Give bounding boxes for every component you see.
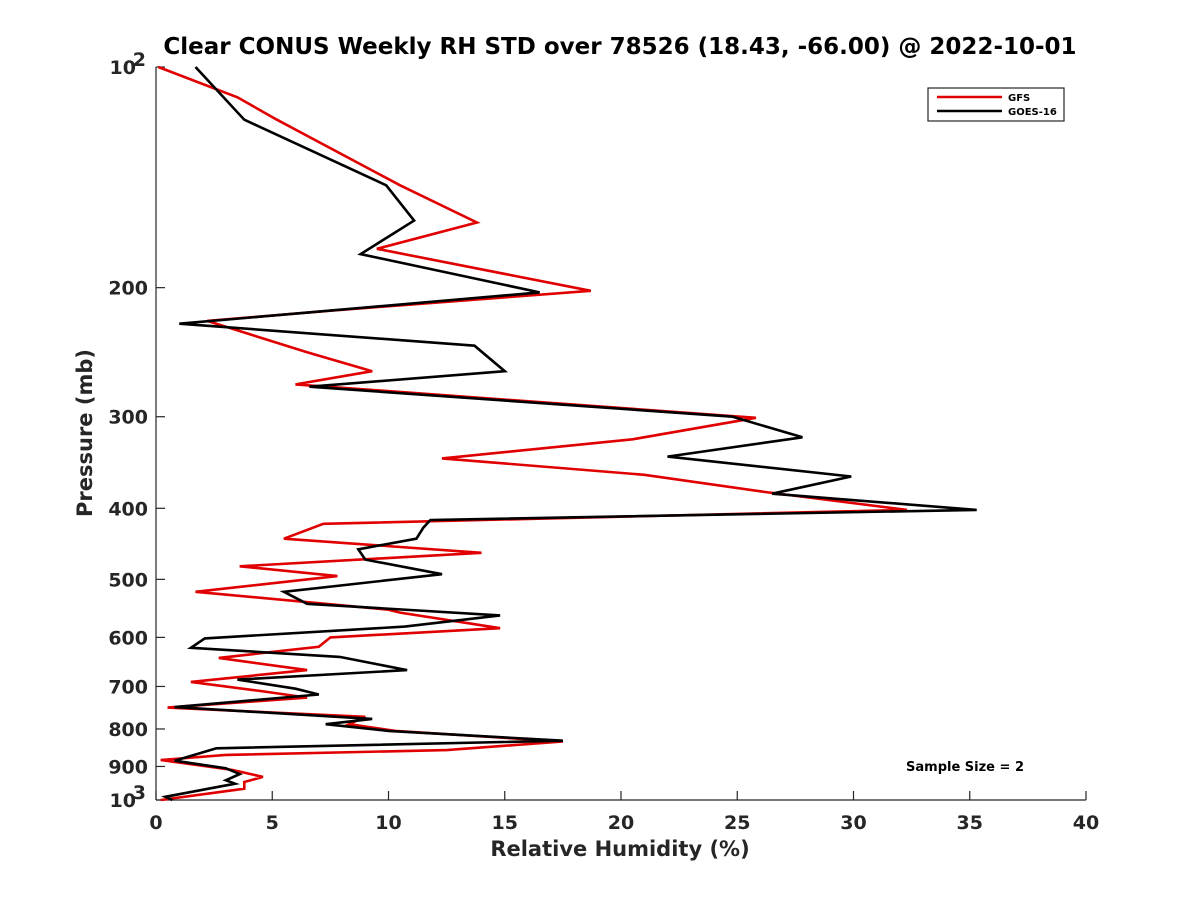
x-tick-label: 0 xyxy=(149,812,162,834)
legend-box xyxy=(927,87,1065,122)
series-line-goes-16 xyxy=(161,66,977,802)
x-tick-label: 20 xyxy=(608,812,634,834)
series-line-gfs xyxy=(157,65,908,802)
legend-label: GOES-16 xyxy=(1008,107,1057,118)
y-tick-label: 500 xyxy=(108,569,148,591)
plot-area: 0 5 10 15 20 25 30 35 40102200300400500600700800… xyxy=(108,49,1099,834)
chart-title: Clear CONUS Weekly RH STD over 78526 (18… xyxy=(163,34,1076,60)
y-tick-label: 10 xyxy=(110,57,136,79)
y-tick-label: 200 xyxy=(108,278,148,300)
x-tick-label: 15 xyxy=(492,812,518,834)
y-tick-label: 400 xyxy=(108,498,148,520)
y-tick-exponent: 3 xyxy=(133,782,146,804)
legend: GFS GOES-16 xyxy=(927,87,1065,122)
x-tick-label: 25 xyxy=(724,812,750,834)
y-tick-label: 900 xyxy=(108,756,148,778)
x-tick-label: 30 xyxy=(840,812,866,834)
x-axis-label: Relative Humidity (%) xyxy=(490,837,749,861)
x-tick-label: 5 xyxy=(266,812,279,834)
y-tick-label: 10 xyxy=(110,790,136,812)
y-tick-label: 800 xyxy=(108,719,148,741)
legend-label: GFS xyxy=(1008,93,1030,104)
x-tick-label: 35 xyxy=(957,812,983,834)
y-axis-label: Pressure (mb) xyxy=(73,349,97,517)
y-tick-label: 700 xyxy=(108,676,148,698)
y-tick-label: 300 xyxy=(108,407,148,429)
x-tick-label: 10 xyxy=(375,812,401,834)
y-tick-exponent: 2 xyxy=(133,49,146,71)
sample-size-annotation: Sample Size = 2 xyxy=(906,760,1024,775)
x-tick-label: 40 xyxy=(1073,812,1099,834)
y-tick-label: 600 xyxy=(108,627,148,649)
